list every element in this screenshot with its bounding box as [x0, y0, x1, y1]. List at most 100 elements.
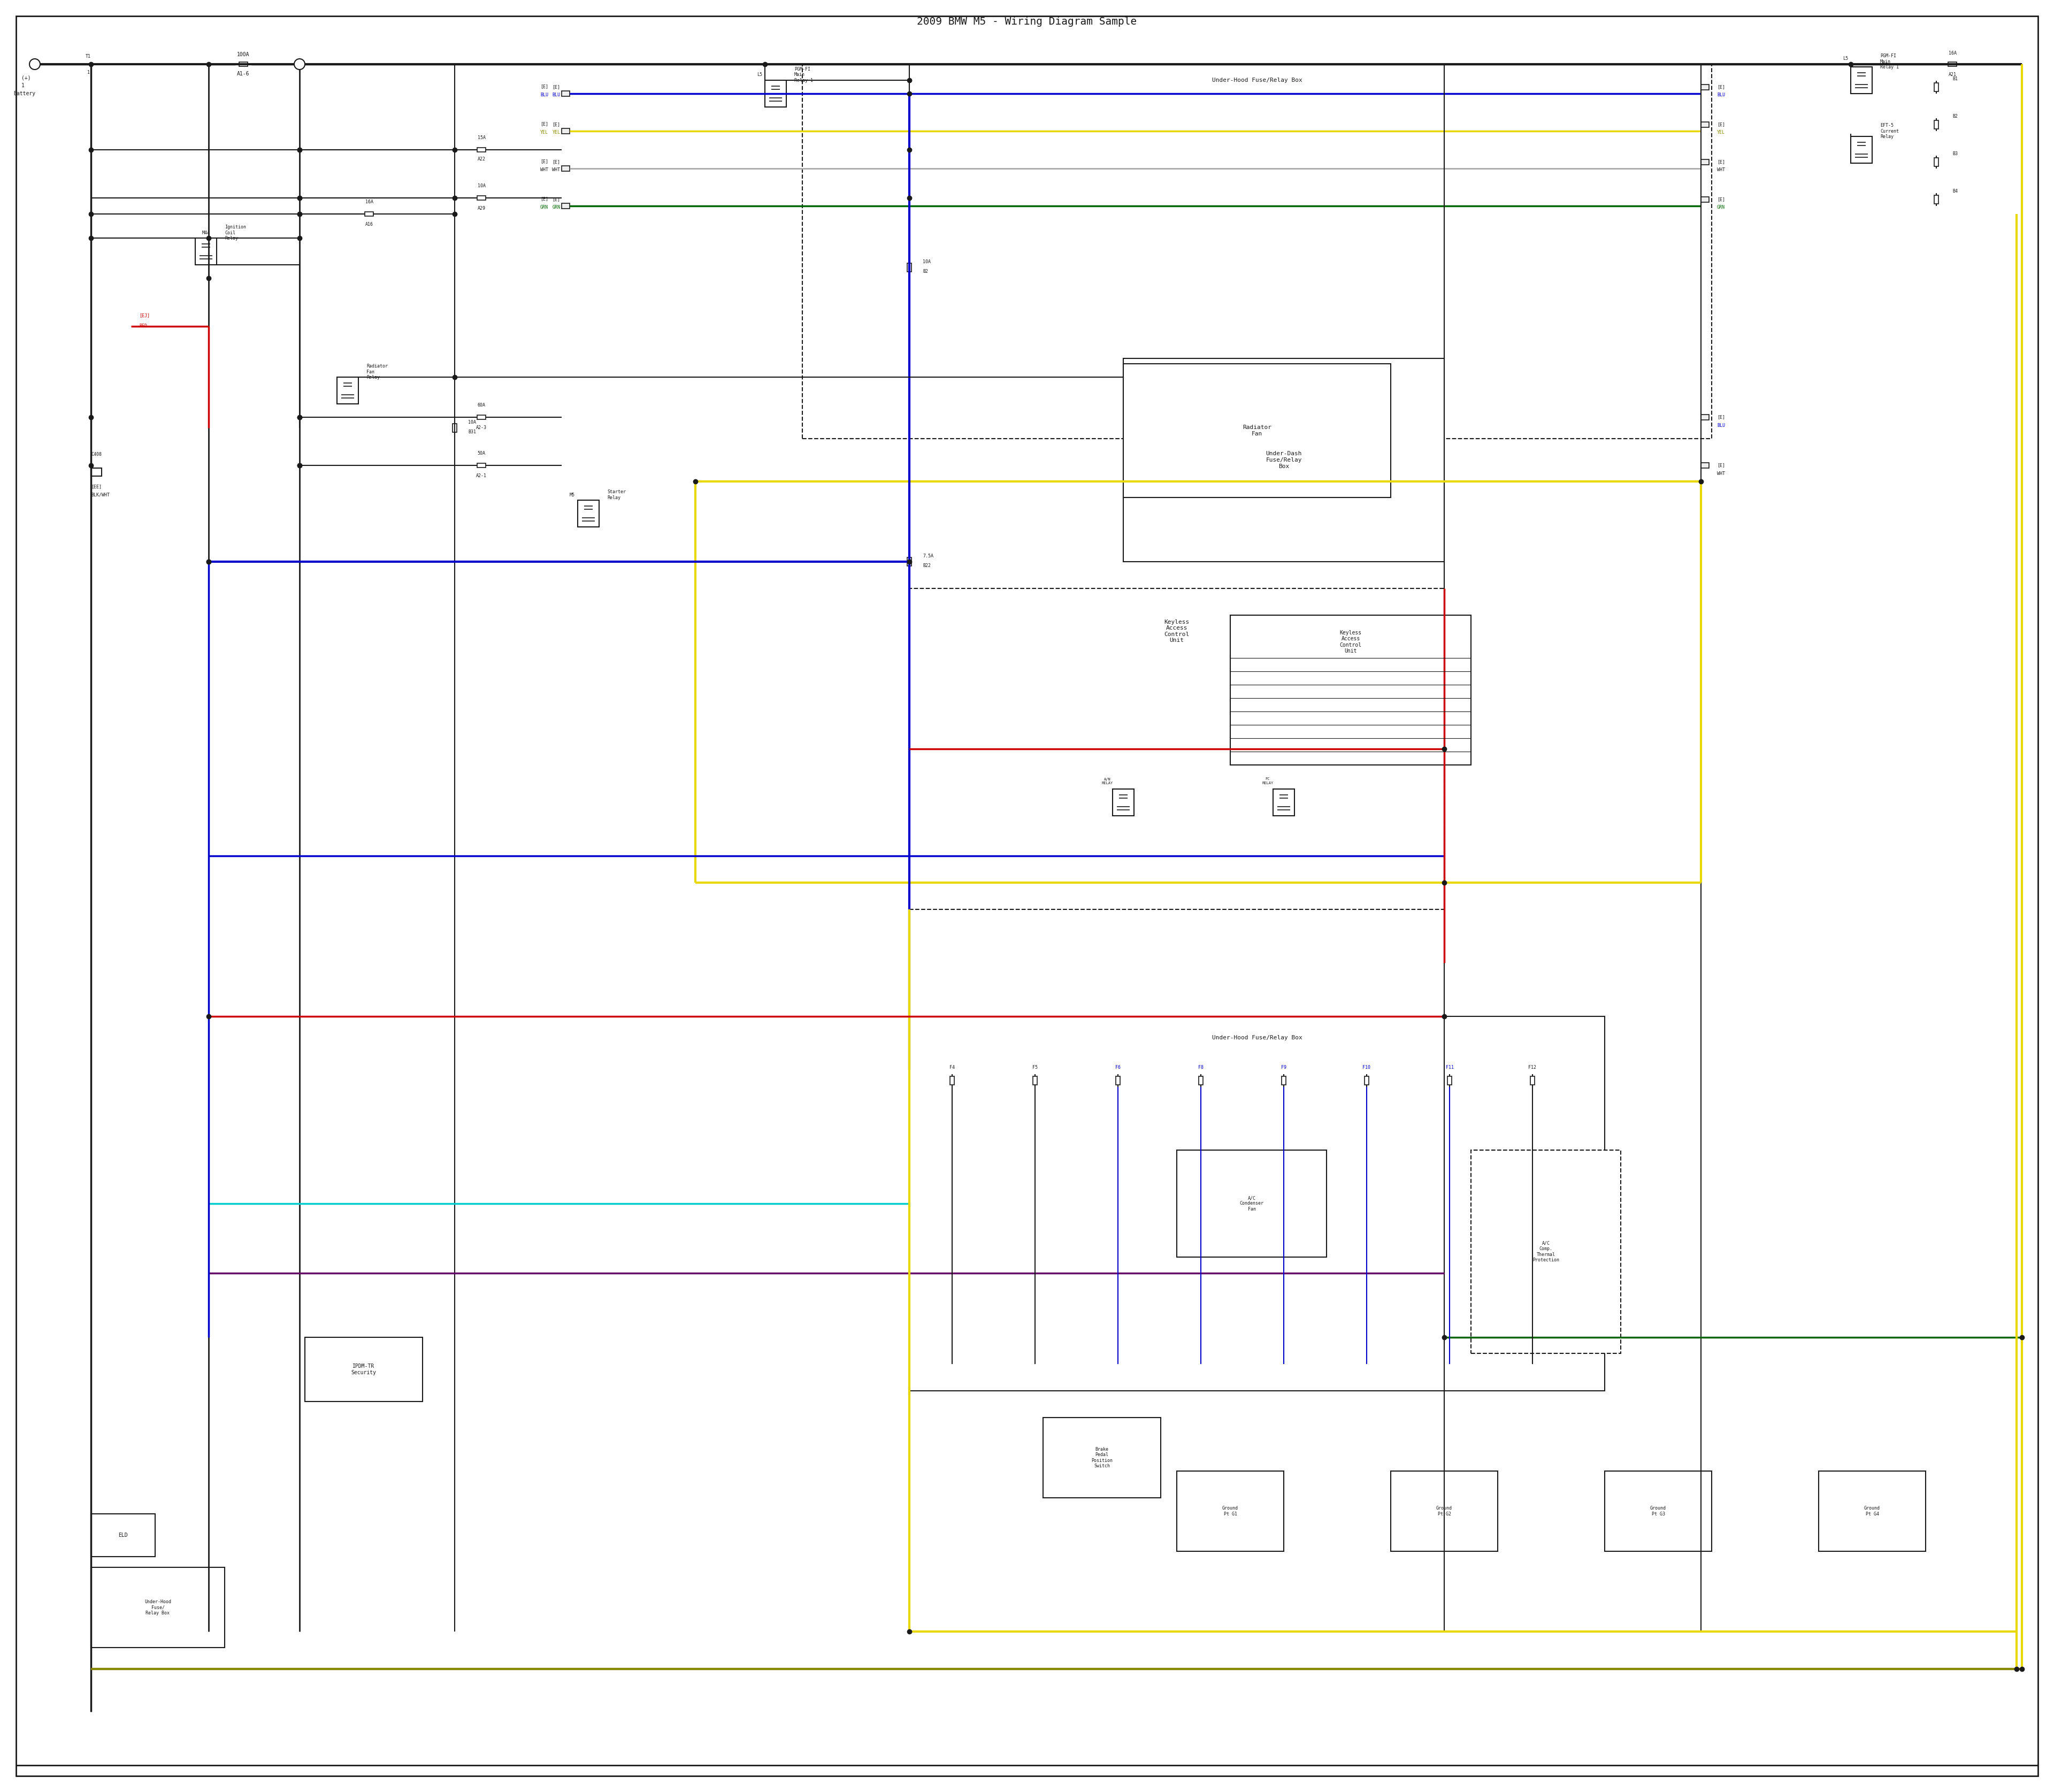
Circle shape [294, 59, 304, 70]
Text: [E]: [E] [1717, 84, 1725, 90]
Circle shape [29, 59, 41, 70]
Text: YEL: YEL [1717, 131, 1725, 134]
Text: GRN: GRN [540, 204, 548, 210]
Text: BLK/WHT: BLK/WHT [90, 493, 109, 496]
Text: A16: A16 [366, 222, 374, 228]
Bar [1701, 122, 1709, 127]
Bar [1471, 1150, 1621, 1353]
Text: [E]: [E] [553, 84, 561, 90]
Bar [1230, 615, 1471, 765]
Bar [1113, 788, 1134, 815]
Text: Ground
Pt G4: Ground Pt G4 [1865, 1505, 1879, 1516]
Text: A/C
Condenser
Fan: A/C Condenser Fan [1241, 1195, 1263, 1211]
Bar [577, 500, 600, 527]
Text: A21: A21 [1949, 72, 1955, 77]
Text: BLU: BLU [553, 93, 561, 97]
Text: A/C
Comp.
Thermal
Protection: A/C Comp. Thermal Protection [1532, 1242, 1559, 1263]
Bar [1200, 1077, 1204, 1084]
Bar [1124, 358, 1444, 561]
Text: 16A: 16A [366, 199, 374, 204]
Bar [910, 588, 1444, 909]
Text: GRN: GRN [1717, 204, 1725, 210]
Text: [E]: [E] [540, 159, 548, 163]
Text: YEL: YEL [540, 131, 548, 134]
Text: BLU: BLU [1717, 93, 1725, 97]
Text: [E]: [E] [553, 159, 561, 165]
Bar [90, 1514, 156, 1557]
Bar [1033, 1077, 1037, 1084]
Bar [1043, 1417, 1161, 1498]
Bar [1701, 159, 1709, 165]
Bar [477, 416, 485, 419]
Text: F5: F5 [1033, 1064, 1037, 1070]
Bar [477, 195, 485, 201]
Text: [E]: [E] [540, 122, 548, 127]
Bar [561, 91, 569, 97]
Text: B3: B3 [1953, 152, 1957, 156]
Text: BLU: BLU [1717, 423, 1725, 428]
Text: M5: M5 [569, 493, 575, 496]
Bar [803, 65, 1711, 439]
Text: F10: F10 [1362, 1064, 1370, 1070]
Bar [1935, 82, 1939, 91]
Text: B4: B4 [1953, 190, 1957, 194]
Text: B22: B22 [922, 563, 930, 568]
Bar [949, 1077, 955, 1084]
Text: 100A: 100A [236, 52, 251, 57]
Text: Ground
Pt G2: Ground Pt G2 [1436, 1505, 1452, 1516]
Bar [1935, 120, 1939, 129]
Text: L5: L5 [1842, 56, 1849, 61]
Text: [E]: [E] [1717, 159, 1725, 165]
Text: B1: B1 [1953, 77, 1957, 82]
Text: WHT: WHT [1717, 168, 1725, 172]
Bar [90, 468, 101, 477]
Text: 15A: 15A [477, 136, 485, 140]
Bar [764, 81, 787, 108]
Text: FC
RELAY: FC RELAY [1261, 778, 1273, 785]
Text: A29: A29 [477, 206, 485, 211]
Bar [90, 1568, 224, 1647]
Text: A2-1: A2-1 [477, 473, 487, 478]
Text: T1: T1 [86, 54, 90, 59]
Bar [1818, 1471, 1927, 1552]
Text: M44: M44 [201, 231, 210, 235]
Text: [EE]: [EE] [90, 484, 101, 489]
Text: Starter
Relay: Starter Relay [608, 489, 626, 500]
Text: [E]: [E] [540, 84, 548, 90]
Text: [EJ]: [EJ] [140, 314, 150, 317]
Bar [1448, 1077, 1452, 1084]
Bar [366, 211, 374, 217]
Text: RED: RED [140, 324, 148, 328]
Text: F9: F9 [1282, 1064, 1286, 1070]
Text: 10A: 10A [468, 419, 477, 425]
Bar [908, 557, 912, 566]
Bar [1851, 66, 1871, 93]
Text: 16A: 16A [1949, 52, 1955, 56]
Bar [477, 464, 485, 468]
Text: F6: F6 [1115, 1064, 1121, 1070]
Text: F12: F12 [1528, 1064, 1536, 1070]
Bar [1364, 1077, 1368, 1084]
Bar [561, 129, 569, 134]
Bar [238, 63, 249, 66]
Bar [1115, 1077, 1119, 1084]
Bar [1701, 414, 1709, 419]
Bar [304, 1337, 423, 1401]
Bar [1391, 1471, 1497, 1552]
Text: PGM-FI
Main
Relay 1: PGM-FI Main Relay 1 [1879, 54, 1898, 70]
Text: Keyless
Access
Control
Unit: Keyless Access Control Unit [1165, 620, 1189, 643]
Bar [337, 376, 357, 403]
Text: 50A: 50A [477, 452, 485, 455]
Text: 1: 1 [21, 82, 25, 88]
Bar [1851, 136, 1871, 163]
Bar [477, 147, 485, 152]
Bar [908, 263, 912, 272]
Bar [1935, 195, 1939, 204]
Text: [E]: [E] [1717, 414, 1725, 419]
Bar [1177, 1471, 1284, 1552]
Bar [1701, 84, 1709, 90]
Text: A/N
RELAY: A/N RELAY [1101, 778, 1113, 785]
Bar [195, 238, 216, 265]
Text: 7.5A: 7.5A [922, 554, 933, 559]
Text: EFT-5
Current
Relay: EFT-5 Current Relay [1879, 124, 1898, 140]
